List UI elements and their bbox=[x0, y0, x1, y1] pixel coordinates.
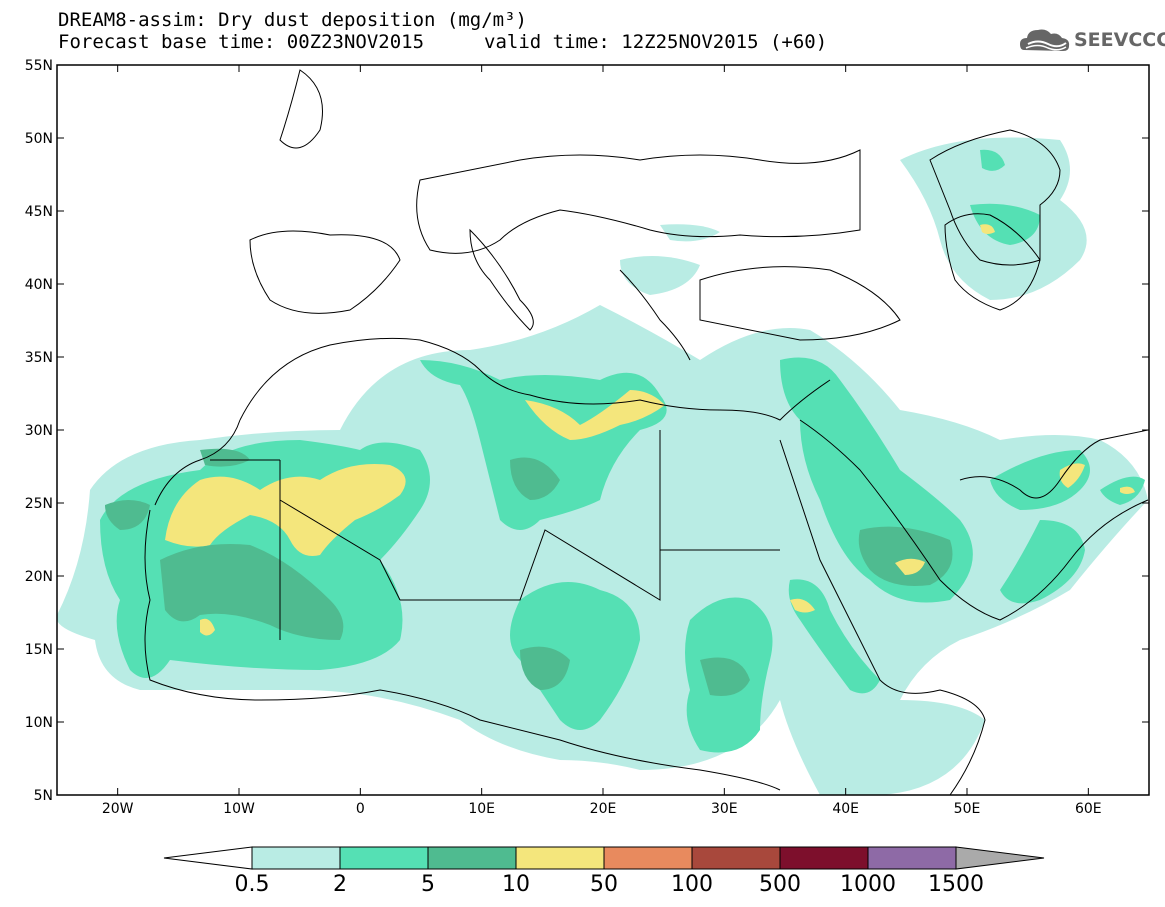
lon-label: 30E bbox=[711, 801, 738, 817]
coastlines bbox=[144, 69, 1149, 795]
contour-level-10 bbox=[165, 224, 1135, 636]
lat-label: 20N bbox=[25, 569, 53, 585]
lat-label: 55N bbox=[25, 58, 53, 74]
lon-label: 50E bbox=[954, 801, 981, 817]
colorbar-swatch bbox=[691, 846, 781, 870]
colorbar-swatch bbox=[779, 846, 869, 870]
lon-label: 20W bbox=[102, 801, 134, 817]
lon-label: 0 bbox=[356, 801, 365, 817]
lon-label: 10W bbox=[223, 801, 255, 817]
colorbar-swatch bbox=[515, 846, 605, 870]
lat-label: 50N bbox=[25, 131, 53, 147]
cloud-logo-icon bbox=[1020, 29, 1070, 51]
contour-level-5 bbox=[105, 448, 953, 696]
colorbar-label: 1500 bbox=[928, 872, 984, 897]
lat-label: 5N bbox=[34, 788, 53, 804]
lat-label: 30N bbox=[25, 423, 53, 439]
colorbar: 0.5 2 5 10 50 100 500 1000 1500 bbox=[163, 846, 1045, 897]
colorbar-label: 2 bbox=[333, 872, 347, 897]
lon-label: 20E bbox=[590, 801, 617, 817]
colorbar-swatch bbox=[603, 846, 693, 870]
colorbar-swatch bbox=[339, 846, 429, 870]
longitude-axis: 20W 10W 0 10E 20E 30E 40E 50E 60E bbox=[102, 65, 1102, 817]
colorbar-label: 100 bbox=[671, 872, 713, 897]
lon-label: 40E bbox=[832, 801, 859, 817]
lat-label: 35N bbox=[25, 350, 53, 366]
colorbar-label: 50 bbox=[590, 872, 618, 897]
lat-label: 10N bbox=[25, 715, 53, 731]
colorbar-swatch bbox=[867, 846, 957, 870]
colorbar-label: 0.5 bbox=[235, 872, 270, 897]
map-title: DREAM8-assim: Dry dust deposition (mg/m³… bbox=[58, 9, 527, 31]
lat-label: 45N bbox=[25, 204, 53, 220]
lat-label: 40N bbox=[25, 277, 53, 293]
colorbar-under-triangle bbox=[163, 846, 253, 870]
colorbar-label: 500 bbox=[759, 872, 801, 897]
lat-label: 15N bbox=[25, 642, 53, 658]
colorbar-over-triangle bbox=[955, 846, 1045, 870]
valid-time: valid time: 12Z25NOV2015 (+60) bbox=[484, 31, 828, 53]
colorbar-swatch bbox=[427, 846, 517, 870]
colorbar-label: 5 bbox=[421, 872, 435, 897]
logo-text: SEEVCCC bbox=[1074, 29, 1165, 51]
lat-label: 25N bbox=[25, 496, 53, 512]
latitude-axis: 55N 50N 45N 40N 35N 30N 25N 20N 15N 10N 5N bbox=[25, 58, 1149, 804]
lon-label: 10E bbox=[468, 801, 495, 817]
lon-label: 60E bbox=[1075, 801, 1102, 817]
forecast-base-time: Forecast base time: 00Z23NOV2015 bbox=[58, 31, 425, 53]
colorbar-label: 10 bbox=[502, 872, 530, 897]
colorbar-label: 1000 bbox=[840, 872, 896, 897]
dust-contours bbox=[57, 137, 1148, 795]
colorbar-swatch bbox=[251, 846, 341, 870]
